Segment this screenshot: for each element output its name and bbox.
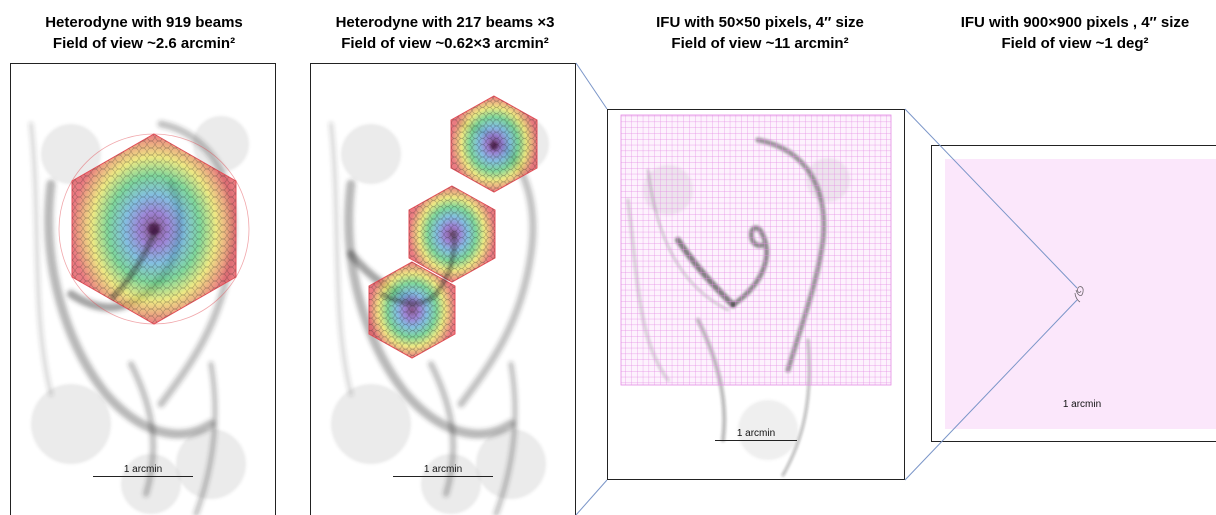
panel-1-scale-line xyxy=(93,476,193,477)
connector-line xyxy=(904,108,1078,289)
panel-1-scale-label: 1 arcmin xyxy=(123,464,163,475)
nebula-image xyxy=(620,114,892,477)
panel-4-scale-bar: 1 arcmin xyxy=(1040,399,1124,410)
panel-2-title-line1: Heterodyne with 217 beams ×3 xyxy=(335,14,555,31)
connector-line xyxy=(575,479,608,515)
panel-3-title-line1: IFU with 50×50 pixels, 4″ size xyxy=(656,14,864,31)
panel-4-title: IFU with 900×900 pixels , 4″ size Field … xyxy=(934,12,1216,54)
panel-4-title-line1: IFU with 900×900 pixels , 4″ size xyxy=(960,14,1190,31)
panel-4: 1 arcmin xyxy=(931,145,1216,442)
panel-1-title-line1: Heterodyne with 919 beams xyxy=(45,14,243,31)
connector-line xyxy=(575,62,608,110)
panel-1-scale-bar: 1 arcmin xyxy=(93,464,193,477)
nebula-image xyxy=(29,116,250,515)
panel-3-scale-line xyxy=(715,440,797,441)
ifu-field xyxy=(945,159,1216,429)
ifu-grid-50x50 xyxy=(620,114,892,386)
panel-3-scale-bar: 1 arcmin xyxy=(715,428,797,441)
panel-4-title-line2: Field of view ~1 deg² xyxy=(1001,35,1149,52)
panel-2: 1 arcmin xyxy=(310,63,576,515)
panel-1-title: Heterodyne with 919 beams Field of view … xyxy=(14,12,274,54)
ifu-field-900x900 xyxy=(945,159,1216,429)
panel-2-title-line2: Field of view ~0.62×3 arcmin² xyxy=(341,35,549,52)
panel-4-scale-label: 1 arcmin xyxy=(1062,399,1102,410)
panel-1-title-line2: Field of view ~2.6 arcmin² xyxy=(52,35,236,52)
panel-3: 1 arcmin xyxy=(607,109,905,480)
panel-1: 1 arcmin xyxy=(10,63,276,515)
panel-3-scale-label: 1 arcmin xyxy=(736,428,776,439)
panel-2-scale-label: 1 arcmin xyxy=(423,464,463,475)
panel-2-scale-bar: 1 arcmin xyxy=(393,464,493,477)
hexagon-array-217x3 xyxy=(368,95,538,359)
panel-2-scale-line xyxy=(393,476,493,477)
tiny-nebula-image xyxy=(1074,286,1084,303)
connector-line xyxy=(904,299,1078,481)
nebula-image xyxy=(329,95,549,515)
panel-2-title: Heterodyne with 217 beams ×3 Field of vi… xyxy=(300,12,590,54)
panel-3-title-line2: Field of view ~11 arcmin² xyxy=(671,35,849,52)
panel-3-title: IFU with 50×50 pixels, 4″ size Field of … xyxy=(620,12,900,54)
